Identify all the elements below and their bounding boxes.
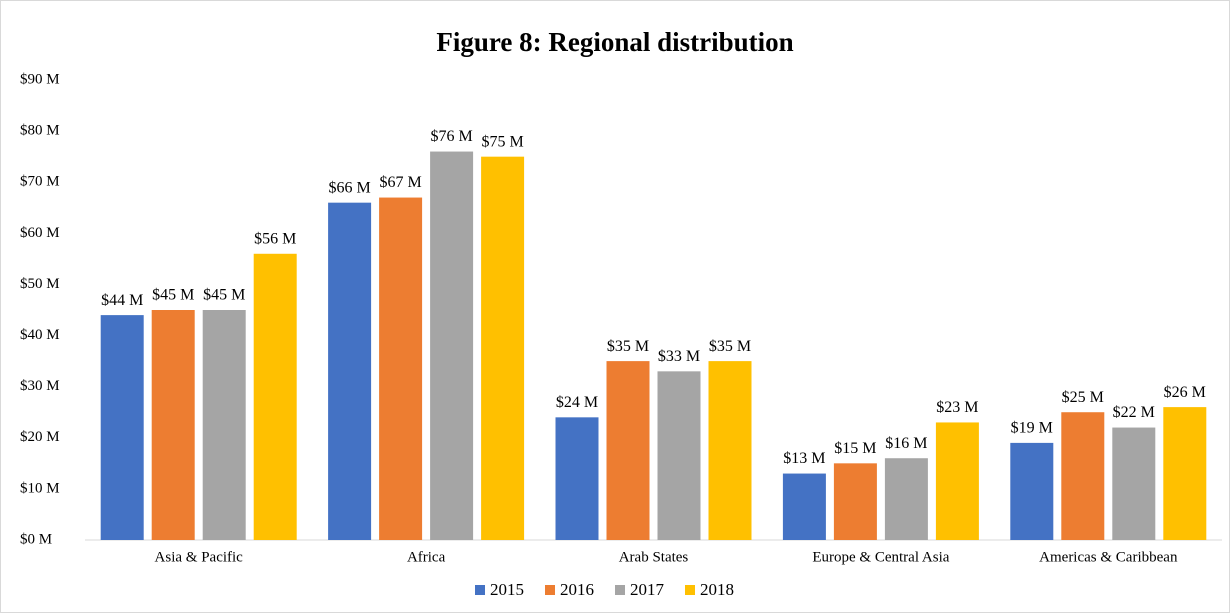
x-tick-label: Africa: [407, 549, 446, 565]
y-tick-label: $30 M: [20, 378, 60, 394]
bar: [151, 310, 195, 540]
legend-swatch: [475, 585, 485, 595]
bar: [328, 202, 372, 540]
bar: [708, 361, 752, 540]
value-label: $19 M: [1011, 420, 1053, 437]
value-label: $35 M: [709, 338, 751, 355]
legend-label: 2016: [560, 580, 594, 599]
y-tick-label: $90 M: [20, 71, 60, 87]
legend-swatch: [685, 585, 695, 595]
bar: [1112, 427, 1156, 540]
y-tick-label: $20 M: [20, 429, 60, 445]
value-label: $25 M: [1062, 389, 1104, 406]
y-tick-label: $40 M: [20, 327, 60, 343]
value-label: $66 M: [328, 179, 370, 196]
bar: [657, 371, 701, 540]
value-label: $35 M: [607, 338, 649, 355]
bar: [379, 197, 423, 541]
value-label: $33 M: [658, 348, 700, 365]
x-tick-label: Europe & Central Asia: [812, 549, 949, 565]
value-label: $16 M: [885, 435, 927, 452]
value-label: $13 M: [783, 450, 825, 467]
y-tick-label: $10 M: [20, 480, 60, 496]
bar: [253, 253, 297, 540]
value-label: $75 M: [481, 133, 523, 150]
value-label: $44 M: [101, 292, 143, 309]
bar: [555, 417, 599, 540]
y-tick-label: $70 M: [20, 174, 60, 190]
bar: [833, 463, 877, 540]
value-label: $45 M: [152, 287, 194, 304]
bar: [430, 151, 474, 541]
value-label: $23 M: [936, 399, 978, 416]
value-label: $45 M: [203, 287, 245, 304]
bar: [100, 315, 144, 540]
x-tick-label: Arab States: [619, 549, 689, 565]
legend-label: 2017: [630, 580, 665, 599]
value-label: $76 M: [430, 128, 472, 145]
bar: [606, 361, 650, 540]
bar: [935, 422, 979, 540]
y-tick-label: $50 M: [20, 276, 60, 292]
value-label: $15 M: [834, 440, 876, 457]
value-label: $67 M: [379, 174, 421, 191]
bar: [481, 156, 525, 540]
x-tick-label: Americas & Caribbean: [1039, 549, 1178, 565]
legend-label: 2015: [490, 580, 524, 599]
legend-label: 2018: [700, 580, 734, 599]
bar: [1061, 412, 1105, 540]
bar: [1163, 407, 1207, 540]
value-label: $22 M: [1113, 404, 1155, 421]
y-tick-label: $80 M: [20, 123, 60, 139]
y-tick-label: $0 M: [20, 531, 52, 547]
bar: [782, 473, 826, 540]
value-label: $56 M: [254, 230, 296, 247]
chart-title: Figure 8: Regional distribution: [436, 27, 793, 57]
bar: [1010, 442, 1054, 540]
bar: [202, 310, 246, 540]
y-tick-label: $60 M: [20, 225, 60, 241]
x-tick-label: Asia & Pacific: [155, 549, 244, 565]
legend-swatch: [615, 585, 625, 595]
bar: [884, 458, 928, 540]
value-label: $26 M: [1164, 384, 1206, 401]
legend-swatch: [545, 585, 555, 595]
value-label: $24 M: [556, 394, 598, 411]
